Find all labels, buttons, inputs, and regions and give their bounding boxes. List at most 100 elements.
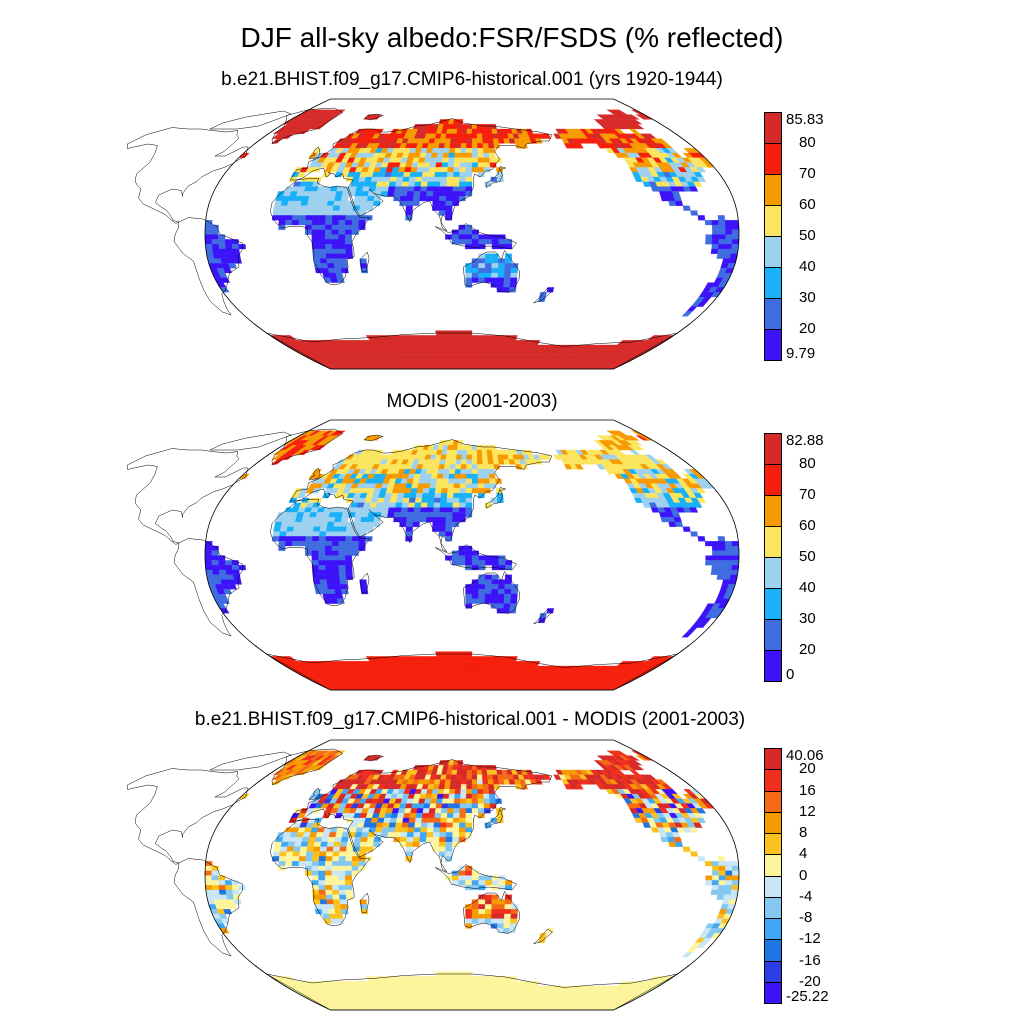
- map-cell: [486, 128, 493, 134]
- map-cell: [318, 550, 326, 556]
- map-cell: [440, 172, 448, 178]
- map-cell: [458, 239, 466, 245]
- map-cell: [467, 680, 473, 686]
- map-cell: [318, 569, 327, 575]
- map-cell: [488, 469, 495, 475]
- map-cell: [445, 832, 453, 838]
- colorbar-label: 50: [799, 548, 816, 565]
- panel-title-obs: MODIS (2001-2003): [386, 391, 558, 412]
- map-cell: [480, 985, 487, 991]
- map-cell: [498, 880, 506, 886]
- map-cell: [496, 817, 504, 823]
- colorbar-swatch: [764, 854, 782, 877]
- map-cell: [481, 656, 488, 662]
- map-cell: [413, 507, 422, 513]
- coastline-africa: [270, 499, 371, 607]
- map-cell: [431, 152, 438, 158]
- map-cell: [459, 798, 467, 804]
- map-cell: [292, 531, 301, 537]
- map-cell: [465, 870, 473, 876]
- map-cell: [223, 589, 232, 595]
- map-cell: [452, 817, 460, 823]
- map-cell: [293, 205, 301, 211]
- map-cell: [305, 541, 313, 547]
- map-cell: [463, 354, 469, 360]
- map-cell: [724, 220, 733, 226]
- map-cell: [504, 904, 512, 910]
- map-cell: [434, 488, 442, 494]
- map-cell: [467, 349, 473, 355]
- map-cell: [447, 488, 454, 494]
- map-cell: [325, 555, 333, 561]
- colorbar-swatch: [764, 790, 782, 813]
- map-cell: [421, 497, 429, 503]
- map-cell: [423, 483, 431, 489]
- map-cell: [286, 205, 295, 211]
- map-cell: [433, 817, 441, 823]
- map-cell: [718, 239, 726, 245]
- map-cell: [471, 454, 478, 460]
- map-cell: [351, 545, 359, 551]
- map-cell: [325, 239, 333, 245]
- map-cell: [338, 224, 346, 230]
- map-cell: [460, 793, 467, 799]
- map-cell: [365, 526, 374, 532]
- map-cell: [345, 574, 354, 580]
- map-cell: [428, 493, 436, 499]
- map-cell: [482, 148, 490, 154]
- colorbar-swatch: [764, 896, 782, 919]
- map-cell: [299, 851, 307, 857]
- map-cell: [422, 808, 430, 814]
- map-cell: [440, 774, 447, 780]
- map-cell: [204, 560, 213, 566]
- map-cell: [339, 851, 347, 857]
- map-cell: [497, 909, 505, 915]
- map-cell: [351, 229, 359, 235]
- map-cell: [453, 990, 460, 996]
- map-cell: [439, 832, 447, 838]
- map-cell: [382, 181, 390, 187]
- map-cell: [338, 550, 346, 556]
- map-cell: [393, 512, 402, 518]
- map-cell: [450, 454, 457, 460]
- map-cell: [705, 234, 713, 240]
- map-cell: [436, 478, 443, 484]
- map-cell: [459, 162, 467, 168]
- map-cell: [503, 282, 511, 288]
- map-cell: [482, 133, 488, 139]
- map-cell: [428, 172, 436, 178]
- map-cell: [447, 803, 455, 809]
- map-cell: [475, 359, 481, 365]
- map-cell: [465, 234, 473, 240]
- map-cell: [436, 473, 444, 479]
- coastline-canadian-arch: [209, 431, 292, 451]
- colorbar-label: 40.06: [786, 747, 824, 764]
- map-cell: [285, 215, 293, 221]
- map-cell: [731, 224, 740, 230]
- map-cell: [485, 258, 492, 264]
- map-cell: [471, 981, 478, 987]
- map-cell: [298, 220, 306, 226]
- map-cell: [341, 589, 349, 595]
- map-cell: [452, 445, 458, 451]
- map-cell: [345, 536, 353, 542]
- map-cell: [629, 440, 643, 446]
- map-cell: [460, 685, 466, 691]
- map-cell: [445, 837, 453, 843]
- map-cell: [331, 545, 339, 551]
- map-cell: [340, 200, 348, 206]
- map-cell: [211, 885, 220, 891]
- map-cell: [452, 981, 459, 987]
- map-cell: [490, 918, 498, 924]
- map-cell: [338, 865, 346, 871]
- map-cell: [475, 1005, 480, 1011]
- map-cell: [689, 186, 699, 192]
- map-cell: [477, 157, 485, 163]
- map-cell: [454, 148, 462, 154]
- map-cell: [464, 364, 469, 370]
- map-cell: [421, 817, 429, 823]
- map-cell: [725, 224, 733, 230]
- map-cell: [455, 138, 462, 144]
- map-cell: [461, 138, 467, 144]
- map-cell: [491, 268, 499, 274]
